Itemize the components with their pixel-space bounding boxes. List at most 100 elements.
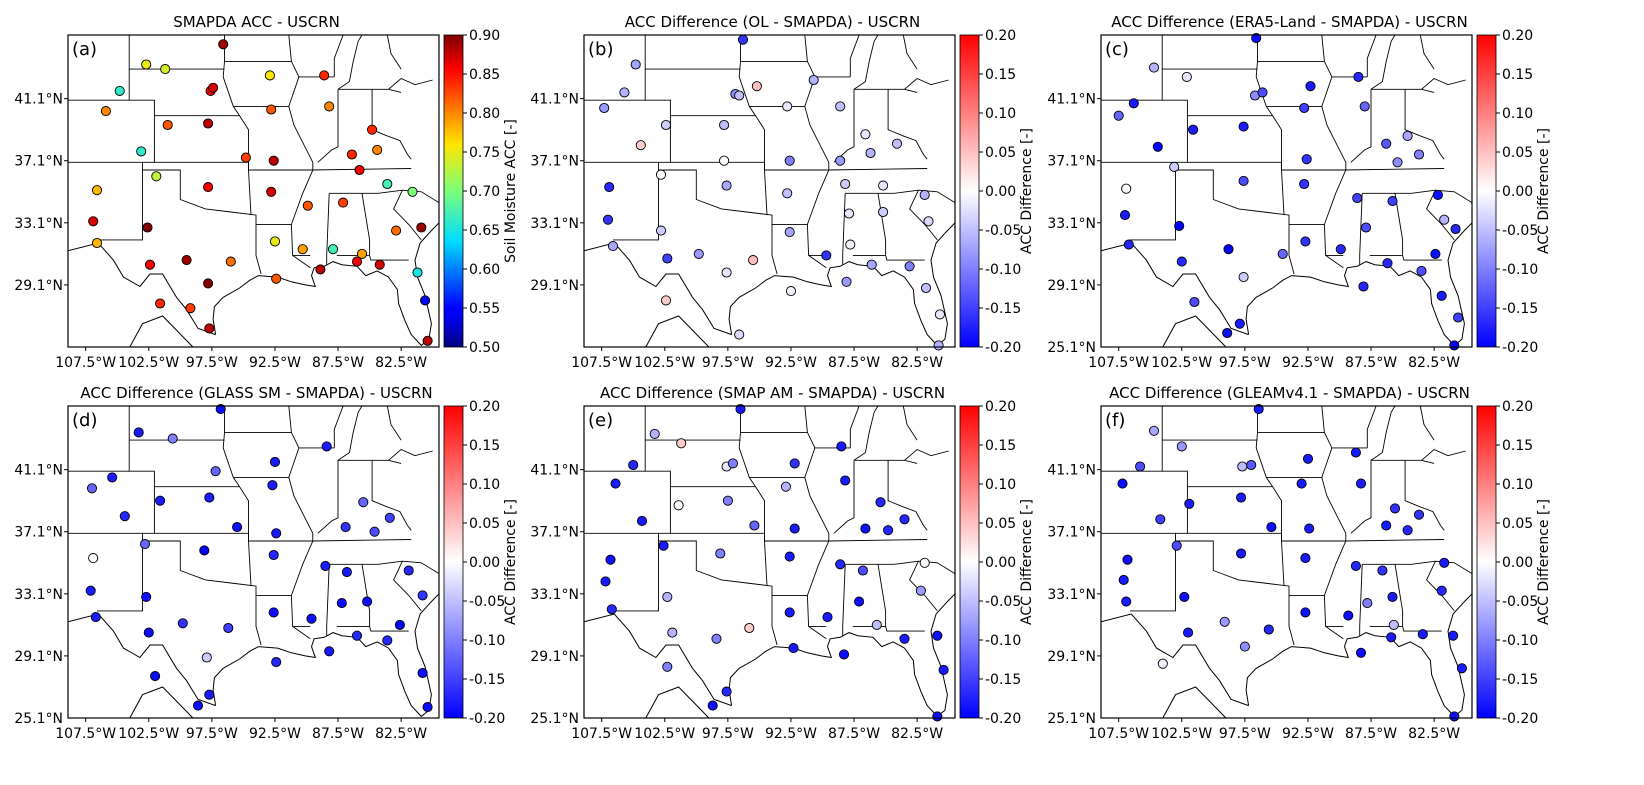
station-marker: [1430, 248, 1441, 259]
station-marker: [417, 667, 428, 679]
station-marker: [840, 475, 851, 486]
station-marker: [268, 607, 279, 618]
station-marker: [1238, 175, 1249, 186]
station-marker: [607, 241, 619, 252]
state-border: [877, 564, 887, 627]
colorbar-tick-label: 0.20: [985, 399, 1016, 415]
lat-tick-label: 41.1°N: [14, 92, 63, 108]
panel-title: ACC Difference (OL - SMAPDA) - USCRN: [625, 13, 921, 31]
colorbar-tick-label: 0.80: [469, 106, 500, 122]
colorbar-tick-label: 0.15: [985, 67, 1016, 83]
lat-tick-label: 33.1°N: [14, 216, 63, 232]
station-marker: [915, 585, 926, 596]
station-marker: [789, 523, 800, 534]
station-marker: [1117, 478, 1128, 489]
station-marker: [422, 702, 433, 713]
coastline: [728, 593, 955, 718]
station-marker: [662, 591, 673, 602]
station-marker: [789, 458, 800, 469]
state-border: [658, 540, 778, 646]
station-marker: [266, 104, 277, 115]
station-marker: [1381, 138, 1392, 149]
state-border: [1404, 89, 1445, 160]
station-marker: [1335, 244, 1346, 255]
station-marker: [1223, 244, 1234, 255]
colorbar-tick-label: 0.05: [985, 145, 1016, 161]
station-marker: [606, 604, 617, 615]
mexico-state-border: [129, 686, 194, 718]
station-marker: [114, 85, 125, 96]
station-marker: [210, 466, 221, 477]
state-border: [833, 460, 855, 534]
station-marker: [420, 295, 431, 306]
lake-shore: [849, 35, 860, 77]
station-marker: [878, 206, 889, 218]
lon-tick-label: 107.5°W: [1088, 726, 1149, 742]
station-marker: [150, 671, 161, 682]
station-marker: [341, 567, 352, 578]
station-marker: [319, 70, 330, 81]
station-marker: [840, 178, 851, 190]
mexico-border: [584, 613, 732, 707]
map-area: (f): [1100, 404, 1473, 722]
station-marker: [860, 523, 871, 534]
colorbar-tick-label: -0.15: [985, 672, 1021, 688]
station-marker: [1413, 149, 1425, 160]
colorbar-tick-label: 0.20: [1502, 28, 1533, 44]
state-border: [1359, 193, 1363, 265]
panel-label: (f): [1105, 410, 1125, 431]
lon-tick-label: 102.5°W: [118, 726, 179, 742]
station-marker: [784, 227, 795, 238]
lat-tick-label: 41.1°N: [530, 463, 579, 479]
station-marker: [658, 540, 669, 551]
station-marker: [1350, 447, 1361, 458]
lat-tick-label: 33.1°N: [530, 216, 579, 232]
map-geography: [68, 406, 439, 718]
colorbar-tick-label: 0.00: [1502, 184, 1533, 200]
colorbar-tick-label: 0.50: [469, 340, 500, 356]
station-marker: [841, 276, 852, 287]
station-marker: [267, 480, 278, 491]
state-border: [326, 193, 330, 265]
station-marker: [1416, 265, 1427, 276]
station-marker: [1299, 102, 1310, 114]
station-marker: [660, 119, 672, 131]
station-marker: [721, 267, 732, 278]
station-marker: [1413, 509, 1425, 520]
colorbar-tick-label: 0.65: [469, 223, 500, 239]
station-marker: [382, 178, 393, 190]
station-marker: [1296, 478, 1307, 489]
station-marker: [899, 633, 910, 644]
station-marker: [1300, 607, 1311, 618]
mexico-state-border: [1162, 315, 1227, 347]
station-marker: [636, 515, 648, 526]
station-marker: [1302, 453, 1314, 464]
station-marker: [240, 152, 251, 163]
panel-label: (e): [588, 410, 613, 431]
station-marker: [412, 267, 423, 278]
station-marker: [788, 643, 799, 654]
mexico-state-border: [129, 315, 194, 347]
state-border: [393, 190, 422, 241]
station-marker: [324, 101, 335, 112]
station-marker: [336, 598, 347, 609]
lat-tick-label: 25.1°N: [14, 711, 63, 727]
station-marker: [1113, 110, 1124, 121]
state-border: [288, 406, 314, 640]
colorbar-tick-label: 0.20: [985, 28, 1016, 44]
lon-tick-label: 107.5°W: [55, 355, 116, 371]
station-marker: [673, 500, 684, 511]
station-marker: [1237, 461, 1248, 472]
station-marker: [271, 657, 282, 668]
station-marker: [1417, 629, 1428, 640]
station-marker: [1362, 598, 1373, 609]
station-marker: [417, 590, 428, 601]
station-marker: [1183, 627, 1194, 638]
state-border: [1281, 540, 1285, 587]
colorbar-tick-label: 0.05: [1502, 516, 1533, 532]
colorbar-tick-label: -0.05: [1502, 223, 1538, 239]
lon-tick-label: 92.5°W: [765, 726, 817, 742]
station-marker: [655, 225, 667, 236]
station-marker: [204, 689, 215, 700]
mexico-border: [1101, 613, 1249, 707]
